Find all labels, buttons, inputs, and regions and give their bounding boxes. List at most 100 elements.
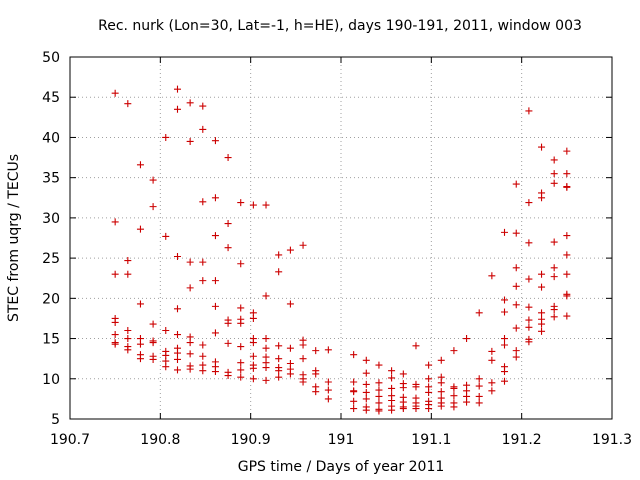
data-point-marker [262,201,270,209]
data-point-marker [186,350,194,358]
data-point-marker [124,335,132,343]
data-point-marker [136,161,144,169]
data-point-marker [237,366,245,374]
data-point-marker [412,383,420,391]
chart-title: Rec. nurk (Lon=30, Lat=-1, h=HE), days 1… [98,18,582,34]
grid-lines [70,57,612,419]
data-point-marker [275,355,283,363]
data-point-marker [186,258,194,266]
data-point-marker [437,379,445,387]
x-axis-label: GPS time / Days of year 2011 [238,459,445,475]
data-point-marker [425,388,433,396]
data-point-marker [173,355,181,363]
data-point-marker [550,313,558,321]
data-point-marker [362,406,370,414]
data-point-marker [324,386,332,394]
data-point-marker [111,318,119,326]
data-point-marker [186,137,194,145]
x-tick-label: 191.3 [592,432,632,448]
data-point-marker [538,327,546,335]
data-point-marker [173,305,181,313]
data-point-marker [563,232,571,240]
data-point-marker [538,320,546,328]
data-point-marker [538,143,546,151]
data-point-marker [437,388,445,396]
y-axis-label: STEC from uqrg / TECUs [6,154,22,322]
data-point-marker [399,384,407,392]
data-point-marker [312,370,320,378]
data-point-marker [475,382,483,390]
data-point-marker [475,392,483,400]
data-point-marker [450,384,458,392]
data-point-marker [375,361,383,369]
data-point-marker [512,282,520,290]
y-tick-label: 45 [42,90,60,106]
data-point-marker [412,342,420,350]
data-point-marker [237,199,245,207]
data-point-marker [501,228,509,236]
data-point-marker [262,335,270,343]
data-point-marker [149,203,157,211]
data-point-marker [211,137,219,145]
data-point-marker [324,346,332,354]
data-point-marker [324,378,332,386]
data-point-marker [501,335,509,343]
x-tick-label: 191 [328,432,355,448]
data-point-marker [124,327,132,335]
data-point-marker [488,272,496,280]
data-point-marker [463,335,471,343]
data-point-marker [488,379,496,387]
data-point-marker [111,89,119,97]
data-point-marker [375,386,383,394]
data-point-marker [173,331,181,339]
data-point-marker [362,395,370,403]
data-point-marker [199,258,207,266]
data-point-marker [262,344,270,352]
data-point-marker [450,392,458,400]
data-point-marker [299,341,307,349]
data-point-marker [211,194,219,202]
data-point-marker [563,183,571,191]
y-tick-label: 25 [42,251,60,267]
data-point-marker [186,339,194,347]
data-point-marker [275,342,283,350]
data-point-marker [501,368,509,376]
data-point-marker [275,251,283,259]
data-point-marker [275,367,283,375]
data-point-marker [450,403,458,411]
data-point-marker [563,170,571,178]
data-point-marker [286,370,294,378]
data-point-marker [388,367,396,375]
data-point-marker [224,372,232,380]
data-point-marker [162,327,170,335]
data-point-marker [312,388,320,396]
data-point-marker [224,244,232,252]
data-point-marker [162,133,170,141]
data-point-marker [173,253,181,261]
data-point-marker [563,312,571,320]
data-point-marker [501,308,509,316]
data-point-marker [262,292,270,300]
data-point-marker [538,270,546,278]
data-point-marker [488,347,496,355]
data-point-marker [186,284,194,292]
data-point-marker [124,100,132,108]
data-point-marker [399,405,407,413]
data-point-marker [350,378,358,386]
data-point-marker [186,99,194,107]
data-point-marker [286,300,294,308]
data-point-marker [312,347,320,355]
data-point-marker [299,355,307,363]
data-point-marker [237,343,245,351]
y-tick-label: 40 [42,130,60,146]
data-point-marker [563,251,571,259]
data-point-marker [262,376,270,384]
data-point-marker [362,356,370,364]
data-point-marker [375,392,383,400]
data-point-marker [563,270,571,278]
data-point-marker [237,304,245,312]
data-point-marker [475,399,483,407]
data-point-marker [525,275,533,283]
data-point-marker [162,232,170,240]
